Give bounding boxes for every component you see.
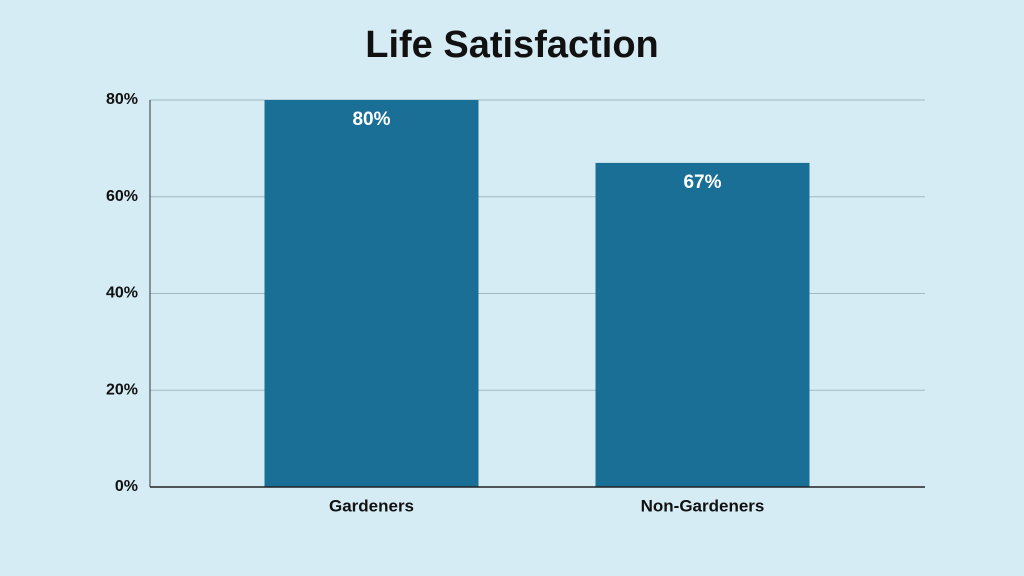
y-tick-label: 80% [106,91,138,108]
x-tick-label: Gardeners [329,496,414,515]
y-tick-label: 40% [106,285,138,302]
y-tick-label: 20% [106,381,138,398]
x-tick-label: Non-Gardeners [641,496,765,515]
y-tick-label: 60% [106,188,138,205]
bar [595,162,810,487]
y-tick-label: 0% [115,478,138,495]
chart-title: Life Satisfaction [365,24,659,66]
bar [264,100,479,487]
value-label: 67% [683,172,721,193]
value-label: 80% [352,109,390,130]
